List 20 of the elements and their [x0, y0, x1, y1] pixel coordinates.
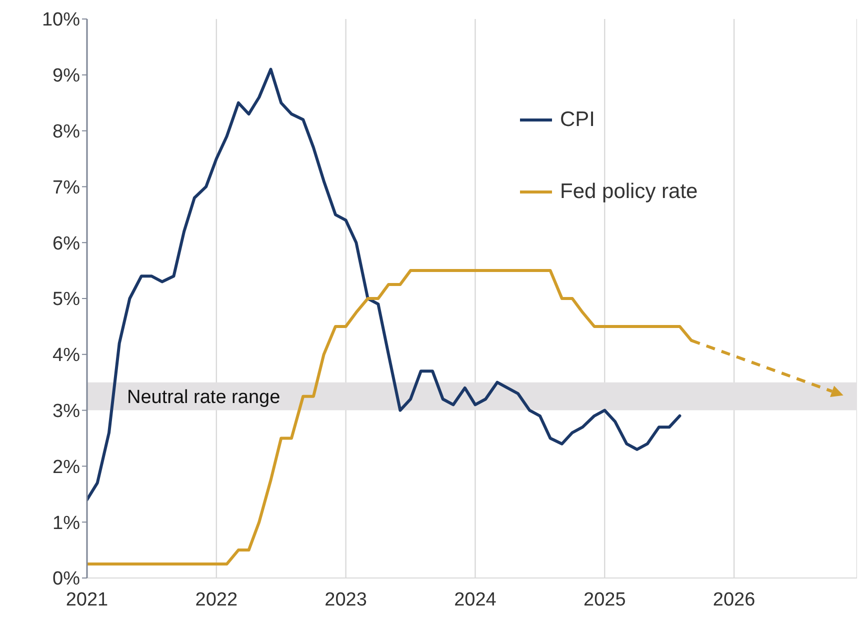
y-tick-label: 3% [52, 401, 80, 422]
y-tick-label: 4% [52, 345, 80, 366]
y-tick-label: 5% [52, 289, 80, 310]
x-tick-label: 2024 [454, 589, 497, 610]
x-tick-label: 2022 [195, 589, 238, 610]
y-tick-label: 1% [52, 512, 80, 534]
x-tick-label: 2021 [66, 589, 108, 610]
y-tick-label: 10% [42, 10, 80, 31]
x-tick-label: 2026 [712, 589, 756, 610]
y-tick-label: 8% [52, 122, 80, 143]
band-label: Neutral rate range [127, 387, 280, 408]
x-tick-label: 2023 [324, 589, 367, 610]
y-tick-label: 2% [52, 456, 80, 478]
y-tick-label: 7% [52, 177, 80, 198]
y-tick-label: 0% [52, 568, 80, 590]
y-tick-label: 6% [52, 233, 80, 254]
legend-label: Fed policy rate [560, 180, 698, 204]
y-tick-label: 9% [52, 66, 80, 87]
x-tick-label: 2025 [584, 589, 626, 610]
legend-label: CPI [560, 108, 596, 132]
